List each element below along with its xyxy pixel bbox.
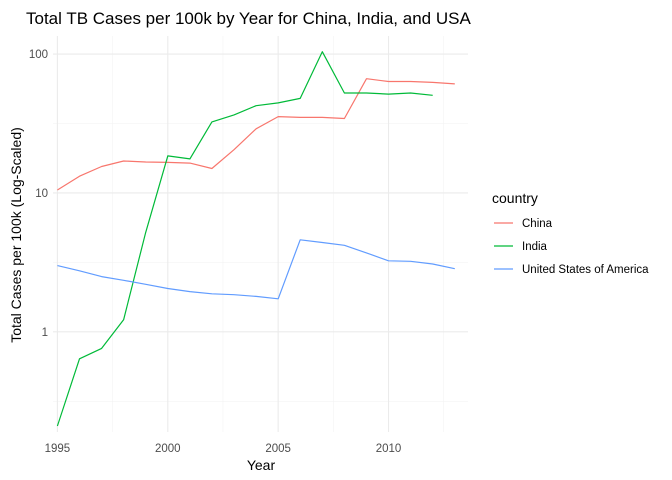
series-layer — [56, 51, 455, 427]
y-axis-title: Total Cases per 100k (Log-Scaled) — [8, 127, 24, 343]
x-tick-label: 2010 — [376, 443, 402, 455]
series-line-china — [57, 78, 455, 191]
x-tick-label: 2005 — [265, 443, 291, 455]
x-tick-label: 2000 — [155, 443, 181, 455]
y-tick-label: 10 — [35, 188, 48, 200]
legend-label-china: China — [522, 218, 553, 230]
x-axis-title: Year — [247, 457, 276, 473]
legend-title: country — [492, 190, 538, 206]
legend-items: China India United States of America — [494, 218, 649, 276]
legend-label-united-states-of-america: United States of America — [522, 264, 649, 276]
x-axis: 1995 2000 2005 2010 — [45, 443, 402, 455]
series-line-united-states-of-america — [57, 239, 455, 300]
y-tick-label: 1 — [42, 327, 48, 339]
x-tick-label: 1995 — [45, 443, 71, 455]
y-axis: 1 10 100 — [29, 49, 48, 339]
chart-title: Total TB Cases per 100k by Year for Chin… — [26, 9, 471, 28]
y-tick-label: 100 — [29, 49, 48, 61]
legend: country China India United States of Ameri… — [492, 190, 649, 276]
grid — [53, 36, 468, 432]
series-line-india — [56, 51, 433, 427]
legend-label-india: India — [522, 241, 548, 253]
